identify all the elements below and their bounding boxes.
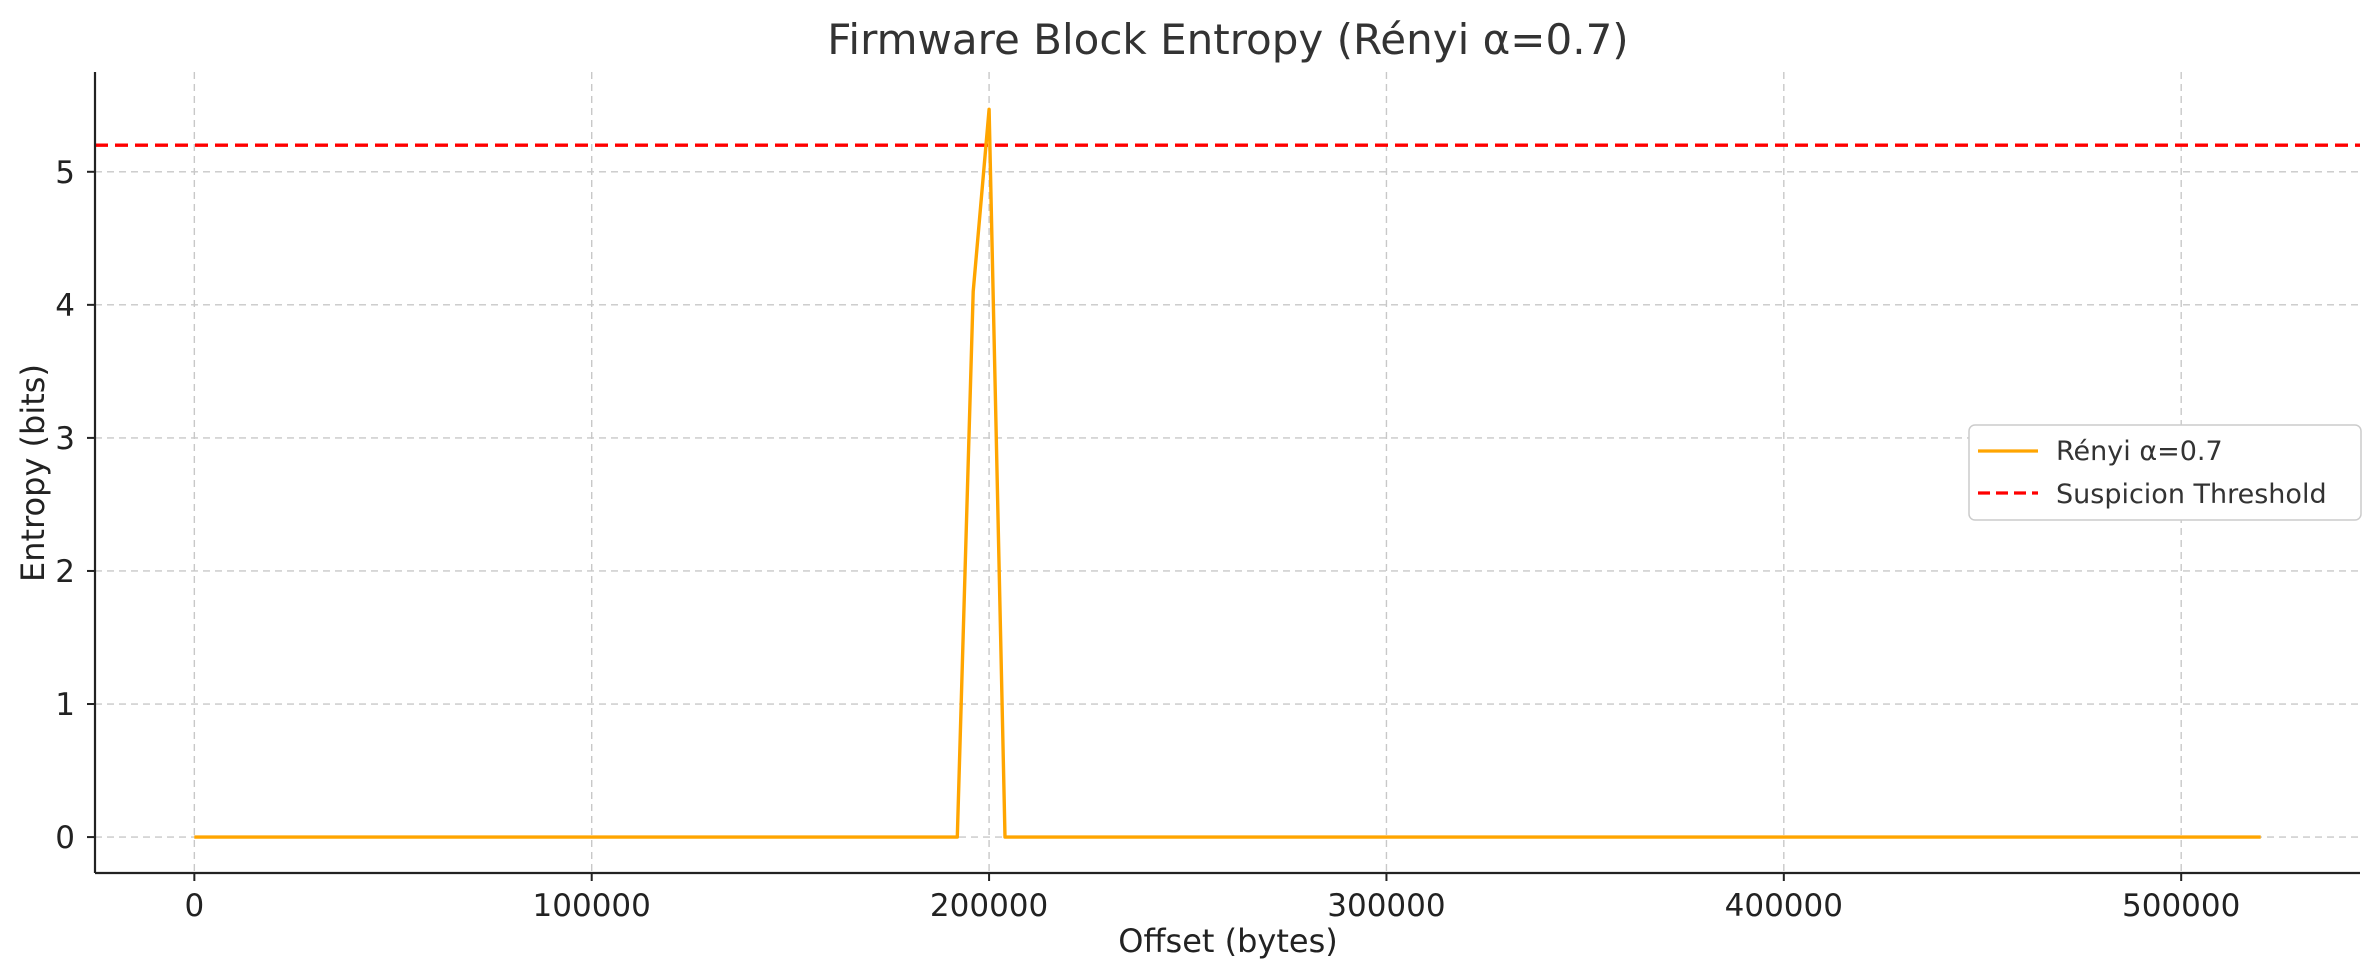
legend-box bbox=[1968, 424, 2362, 521]
y-tick-label: 4 bbox=[55, 288, 75, 324]
legend-label-threshold: Suspicion Threshold bbox=[2056, 479, 2327, 510]
x-axis-label: Offset (bytes) bbox=[1118, 922, 1337, 960]
series-layer bbox=[194, 107, 2261, 839]
y-tick-label: 1 bbox=[55, 687, 75, 723]
y-ticks: 0 1 2 3 4 5 bbox=[55, 155, 95, 856]
chart-title: Firmware Block Entropy (Rényi α=0.7) bbox=[827, 15, 1628, 64]
x-tick-label: 0 bbox=[184, 888, 204, 924]
x-tick-label: 400000 bbox=[1725, 888, 1843, 924]
y-tick-label: 0 bbox=[55, 820, 75, 856]
x-tick-label: 500000 bbox=[2122, 888, 2240, 924]
y-tick-label: 2 bbox=[55, 554, 75, 590]
y-tick-label: 3 bbox=[55, 421, 75, 457]
legend-label-renyi: Rényi α=0.7 bbox=[2056, 436, 2223, 467]
y-axis-label: Entropy (bits) bbox=[14, 364, 52, 582]
x-tick-label: 300000 bbox=[1327, 888, 1445, 924]
x-tick-label: 100000 bbox=[533, 888, 651, 924]
x-ticks: 0 100000 200000 300000 400000 500000 bbox=[184, 873, 2240, 924]
y-tick-label: 5 bbox=[55, 155, 75, 191]
x-tick-label: 200000 bbox=[930, 888, 1048, 924]
legend: Rényi α=0.7 Suspicion Threshold bbox=[1968, 424, 2362, 521]
renyi-entropy-line bbox=[194, 107, 2261, 839]
axes-layer bbox=[93, 72, 2360, 875]
